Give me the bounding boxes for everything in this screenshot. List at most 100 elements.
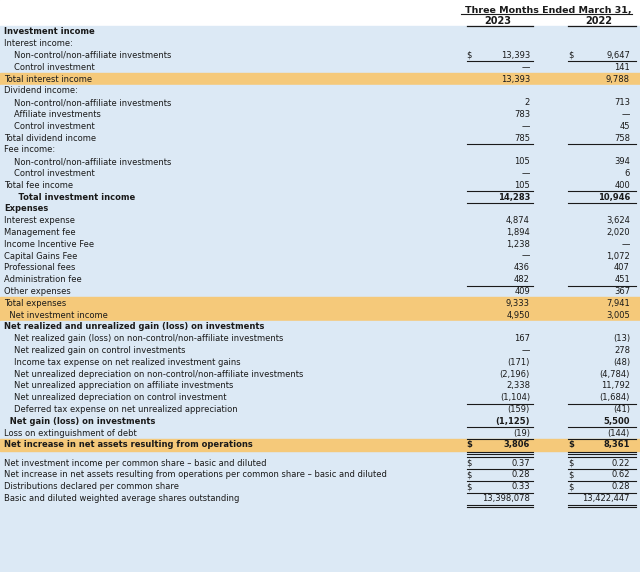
Text: Other expenses: Other expenses	[4, 287, 71, 296]
Bar	[0, 61, 640, 73]
Text: (41): (41)	[613, 405, 630, 414]
Text: 105: 105	[515, 181, 530, 190]
Text: Management fee: Management fee	[4, 228, 76, 237]
Text: $: $	[466, 482, 472, 491]
Text: 167: 167	[514, 334, 530, 343]
Text: Income tax expense on net realized investment gains: Income tax expense on net realized inves…	[14, 358, 241, 367]
Bar	[0, 227, 640, 239]
Text: Fee income:: Fee income:	[4, 145, 55, 154]
Text: Control investment: Control investment	[14, 169, 95, 178]
Text: 3,624: 3,624	[606, 216, 630, 225]
Text: 45: 45	[620, 122, 630, 131]
Text: 394: 394	[614, 157, 630, 166]
Text: 0.28: 0.28	[611, 482, 630, 491]
Text: 13,393: 13,393	[500, 51, 530, 60]
Text: 7,941: 7,941	[606, 299, 630, 308]
Text: 2,020: 2,020	[606, 228, 630, 237]
Text: Non-control/non-affiliate investments: Non-control/non-affiliate investments	[14, 98, 172, 107]
Text: 409: 409	[515, 287, 530, 296]
Bar	[0, 250, 640, 262]
Text: 9,333: 9,333	[506, 299, 530, 308]
Bar	[0, 132, 640, 144]
Bar	[0, 262, 640, 274]
Text: Three Months Ended March 31,: Three Months Ended March 31,	[465, 6, 631, 15]
Text: Non-control/non-affiliate investments: Non-control/non-affiliate investments	[14, 51, 172, 60]
Bar	[0, 368, 640, 380]
Text: 451: 451	[614, 275, 630, 284]
Text: (1,684): (1,684)	[600, 393, 630, 402]
Text: $: $	[568, 440, 574, 450]
Bar	[0, 415, 640, 427]
Text: 713: 713	[614, 98, 630, 107]
Text: Net unrealized depreciation on non-control/non-affiliate investments: Net unrealized depreciation on non-contr…	[14, 370, 303, 379]
Text: (48): (48)	[613, 358, 630, 367]
Text: (2,196): (2,196)	[500, 370, 530, 379]
Text: $: $	[466, 51, 472, 60]
Text: Income Incentive Fee: Income Incentive Fee	[4, 240, 94, 249]
Text: 758: 758	[614, 134, 630, 142]
Bar	[0, 144, 640, 156]
Bar	[0, 404, 640, 415]
Bar	[0, 73, 640, 85]
Text: Interest expense: Interest expense	[4, 216, 75, 225]
Text: 13,422,447: 13,422,447	[582, 494, 630, 503]
Text: Total dividend income: Total dividend income	[4, 134, 96, 142]
Bar	[0, 215, 640, 227]
Text: 0.28: 0.28	[511, 471, 530, 479]
Text: Net realized gain on control investments: Net realized gain on control investments	[14, 346, 186, 355]
Bar	[0, 156, 640, 168]
Text: Net investment income per common share – basic and diluted: Net investment income per common share –…	[4, 459, 266, 468]
Text: 2022: 2022	[586, 16, 612, 26]
Text: Net unrealized depreciation on control investment: Net unrealized depreciation on control i…	[14, 393, 227, 402]
Text: Control investment: Control investment	[14, 63, 95, 72]
Text: Professional fees: Professional fees	[4, 263, 76, 272]
Text: 436: 436	[514, 263, 530, 272]
Bar	[0, 168, 640, 180]
Bar	[0, 380, 640, 392]
Text: $: $	[568, 482, 573, 491]
Text: (1,125): (1,125)	[495, 417, 530, 426]
Bar	[0, 285, 640, 297]
Text: Net realized and unrealized gain (loss) on investments: Net realized and unrealized gain (loss) …	[4, 323, 264, 331]
Text: (13): (13)	[613, 334, 630, 343]
Text: 105: 105	[515, 157, 530, 166]
Text: Total fee income: Total fee income	[4, 181, 73, 190]
Text: 482: 482	[514, 275, 530, 284]
Text: Net increase in net assets resulting from operations per common share – basic an: Net increase in net assets resulting fro…	[4, 471, 387, 479]
Text: $: $	[568, 459, 573, 468]
Text: —: —	[522, 346, 530, 355]
Bar	[0, 439, 640, 451]
Text: Interest income:: Interest income:	[4, 39, 73, 48]
Bar	[0, 97, 640, 109]
Text: Net increase in net assets resulting from operations: Net increase in net assets resulting fro…	[4, 440, 253, 450]
Text: 9,647: 9,647	[606, 51, 630, 60]
Text: Basic and diluted weighted average shares outstanding: Basic and diluted weighted average share…	[4, 494, 239, 503]
Bar	[0, 239, 640, 250]
Bar	[0, 392, 640, 404]
Text: Total expenses: Total expenses	[4, 299, 67, 308]
Bar	[0, 344, 640, 356]
Bar	[0, 38, 640, 50]
Text: 3,806: 3,806	[504, 440, 530, 450]
Text: 1,238: 1,238	[506, 240, 530, 249]
Text: 2,338: 2,338	[506, 382, 530, 391]
Text: Affiliate investments: Affiliate investments	[14, 110, 101, 119]
Text: 141: 141	[614, 63, 630, 72]
Text: (159): (159)	[508, 405, 530, 414]
Text: Net realized gain (loss) on non-control/non-affiliate investments: Net realized gain (loss) on non-control/…	[14, 334, 284, 343]
Text: $: $	[568, 471, 573, 479]
Text: 8,361: 8,361	[604, 440, 630, 450]
Text: Non-control/non-affiliate investments: Non-control/non-affiliate investments	[14, 157, 172, 166]
Bar	[0, 50, 640, 61]
Text: Control investment: Control investment	[14, 122, 95, 131]
Text: 0.33: 0.33	[511, 482, 530, 491]
Text: 407: 407	[614, 263, 630, 272]
Text: 0.62: 0.62	[611, 471, 630, 479]
Bar	[0, 469, 640, 481]
Text: $: $	[568, 51, 573, 60]
Bar	[0, 492, 640, 505]
Bar	[0, 309, 640, 321]
Text: 1,072: 1,072	[606, 252, 630, 261]
Text: 785: 785	[514, 134, 530, 142]
Text: 400: 400	[614, 181, 630, 190]
